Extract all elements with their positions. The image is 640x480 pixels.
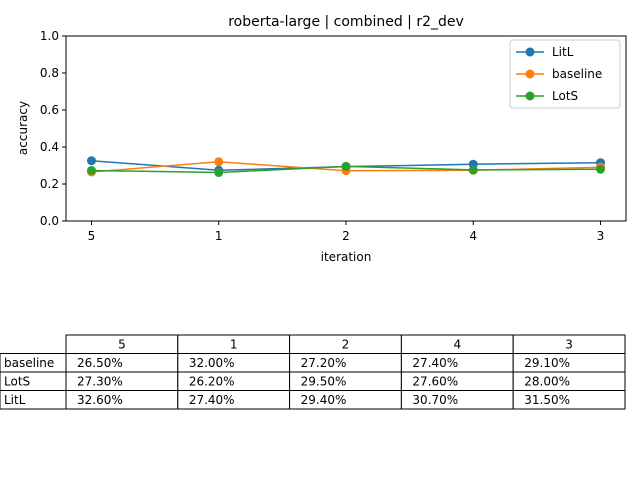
data-point-litl: [87, 156, 96, 166]
legend-marker-litl: [525, 47, 535, 57]
data-point-baseline: [214, 157, 224, 167]
legend-label-litl: LitL: [552, 45, 574, 59]
legend-box: [509, 39, 621, 109]
legend-label-baseline: baseline: [552, 67, 602, 81]
data-point-lots: [214, 168, 224, 178]
legend-marker-lots: [525, 91, 535, 101]
table-column-header: 4: [453, 338, 461, 352]
y-tick-label: 1.0: [40, 29, 59, 43]
table-column-header: 2: [342, 338, 350, 352]
data-point-lots: [596, 164, 605, 174]
table-cell-value: 28.00%: [524, 375, 570, 389]
table-cell-value: 27.60%: [412, 375, 458, 389]
x-tick-label: 1: [215, 229, 223, 243]
x-tick-label: 5: [88, 229, 96, 243]
data-table: 5 1 2 4 3 baseline 26.50% 32.00% 27.20% 27.40% 29.…: [0, 334, 626, 410]
y-tick-label: 0.8: [40, 66, 59, 80]
data-point-lots: [341, 161, 351, 171]
x-tick-label: 4: [469, 229, 477, 243]
table-cell-value: 29.10%: [524, 356, 570, 370]
table-row-label: LitL: [4, 393, 26, 407]
y-tick-label: 0.4: [40, 140, 59, 154]
x-tick-label: 2: [342, 229, 350, 243]
table-row-label: LotS: [4, 375, 30, 389]
table-cell-value: 30.70%: [412, 393, 458, 407]
table-column-header: 3: [565, 338, 573, 352]
data-point-lots: [87, 165, 96, 175]
y-tick-label: 0.6: [40, 103, 59, 117]
table-cell-value: 29.40%: [301, 393, 347, 407]
table-cell-value: 27.40%: [412, 356, 458, 370]
table-cell-value: 27.20%: [301, 356, 347, 370]
table-cell-value: 26.20%: [189, 375, 235, 389]
data-point-lots: [468, 165, 478, 175]
y-tick-label: 0.2: [40, 177, 59, 191]
table-cell-value: 26.50%: [77, 356, 123, 370]
table-cell-value: 32.60%: [77, 393, 123, 407]
table-row-label: baseline: [4, 356, 54, 370]
x-axis-label: iteration: [321, 250, 372, 264]
table-column-header: 1: [230, 338, 238, 352]
y-tick-label: 0.0: [40, 214, 59, 228]
y-axis-label: accuracy: [16, 101, 30, 155]
table-column-header: 5: [118, 338, 126, 352]
table-cell: [512, 390, 626, 410]
legend: LitL baseline LotS: [509, 39, 621, 109]
table-cell-value: 31.50%: [524, 393, 570, 407]
legend-marker-baseline: [525, 69, 535, 79]
table-cell-value: 29.50%: [301, 375, 347, 389]
legend-label-lots: LotS: [552, 89, 578, 103]
table-cell-value: 27.30%: [77, 375, 123, 389]
table-cell-value: 32.00%: [189, 356, 235, 370]
x-tick-label: 3: [597, 229, 605, 243]
plot-area: 0.0 0.2 0.4 0.6 0.8 1.0 5 1 2 4 3: [40, 29, 627, 243]
table-cell-value: 27.40%: [189, 393, 235, 407]
chart-title: roberta-large | combined | r2_dev: [228, 14, 464, 30]
